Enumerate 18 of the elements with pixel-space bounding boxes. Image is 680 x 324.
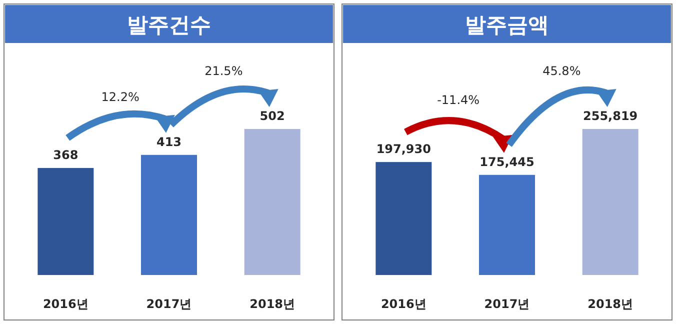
text: 12.2%: [101, 90, 140, 104]
chart-title: 발주금액: [465, 13, 549, 37]
data-label: 502: [260, 109, 285, 123]
data-label: 368: [53, 148, 78, 162]
text: 45.8%: [542, 64, 581, 78]
data-label: 175,445: [480, 154, 534, 169]
x-tick-label: 2016년: [380, 297, 426, 311]
x-tick-label: 2016년: [42, 297, 88, 311]
x-tick-label: 2018년: [588, 297, 634, 311]
x-tick-label: 2017년: [484, 297, 530, 311]
text: 21.5%: [204, 64, 243, 78]
x-tick-label: 2018년: [250, 297, 296, 311]
data-label: 197,930: [376, 142, 431, 156]
x-tick-label: 2017년: [146, 297, 192, 311]
chart-title: 발주건수: [127, 13, 211, 37]
data-label: 413: [156, 134, 182, 149]
data-label: 255,819: [583, 109, 638, 123]
text: -11.4%: [437, 93, 480, 108]
